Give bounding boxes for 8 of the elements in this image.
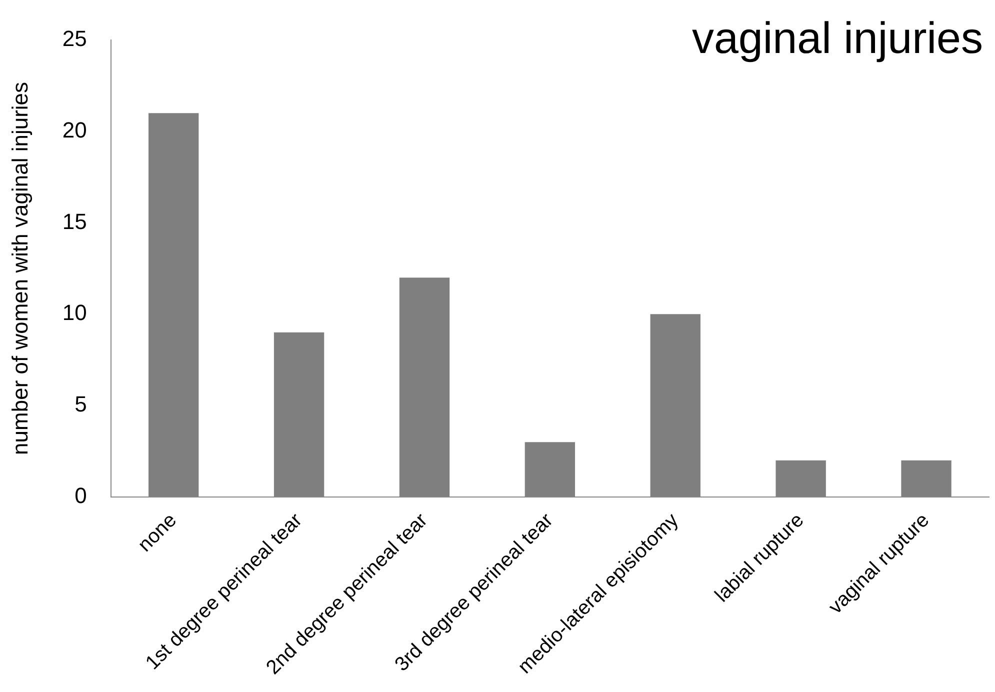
y-tick-label: 25 — [62, 26, 87, 52]
chart-title: vaginal injuries — [692, 14, 983, 64]
y-tick-label: 10 — [62, 300, 87, 326]
y-axis-title: number of women with vaginal injuries — [7, 82, 32, 455]
y-tick-label: 20 — [62, 117, 87, 142]
y-tick-label: 0 — [74, 482, 87, 508]
y-tick-label: 5 — [74, 392, 87, 417]
y-tick-label: 15 — [62, 208, 87, 234]
